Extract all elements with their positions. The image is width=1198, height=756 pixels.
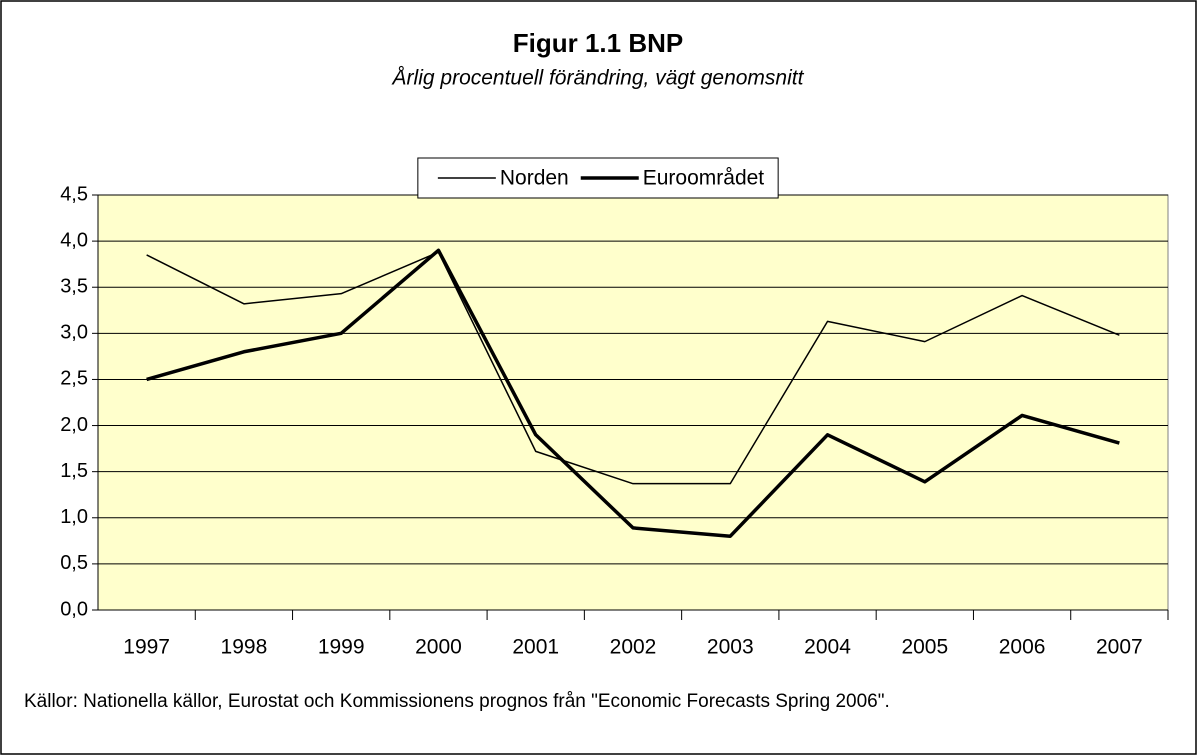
series-line	[146, 251, 1120, 485]
y-tick-label: 4,5	[60, 183, 88, 205]
x-tick-label: 1999	[318, 636, 365, 659]
plot-area	[97, 194, 1169, 611]
y-tick-label: 0,5	[60, 552, 88, 574]
y-tick-label: 1,0	[60, 506, 88, 528]
x-tick-label: 2003	[707, 636, 754, 659]
legend-label: Euroområdet	[643, 167, 765, 190]
x-tick-label: 2002	[610, 636, 657, 659]
x-tick-label: 2006	[999, 636, 1046, 659]
x-tick-label: 2005	[901, 636, 948, 659]
x-tick-label: 1997	[123, 636, 170, 659]
x-tick-label: 2004	[804, 636, 851, 659]
y-tick-label: 4,0	[60, 229, 88, 251]
legend-label: Norden	[500, 167, 569, 190]
y-tick-label: 0,0	[60, 598, 88, 620]
y-tick-label: 1,5	[60, 460, 88, 482]
source-note: Källor: Nationella källor, Eurostat och …	[24, 691, 890, 712]
y-tick-label: 2,0	[60, 414, 88, 436]
x-tick-label: 1998	[221, 636, 268, 659]
series-line	[146, 248, 1120, 538]
y-tick-label: 3,0	[60, 322, 88, 344]
chart-subtitle: Årlig procentuell förändring, vägt genom…	[391, 67, 805, 90]
x-tick-label: 2007	[1096, 636, 1143, 659]
x-tick-label: 2001	[512, 636, 559, 659]
chart-title: Figur 1.1 BNP	[513, 28, 683, 58]
y-tick-label: 2,5	[60, 368, 88, 390]
x-tick-label: 2000	[415, 636, 462, 659]
y-tick-label: 3,5	[60, 276, 88, 298]
